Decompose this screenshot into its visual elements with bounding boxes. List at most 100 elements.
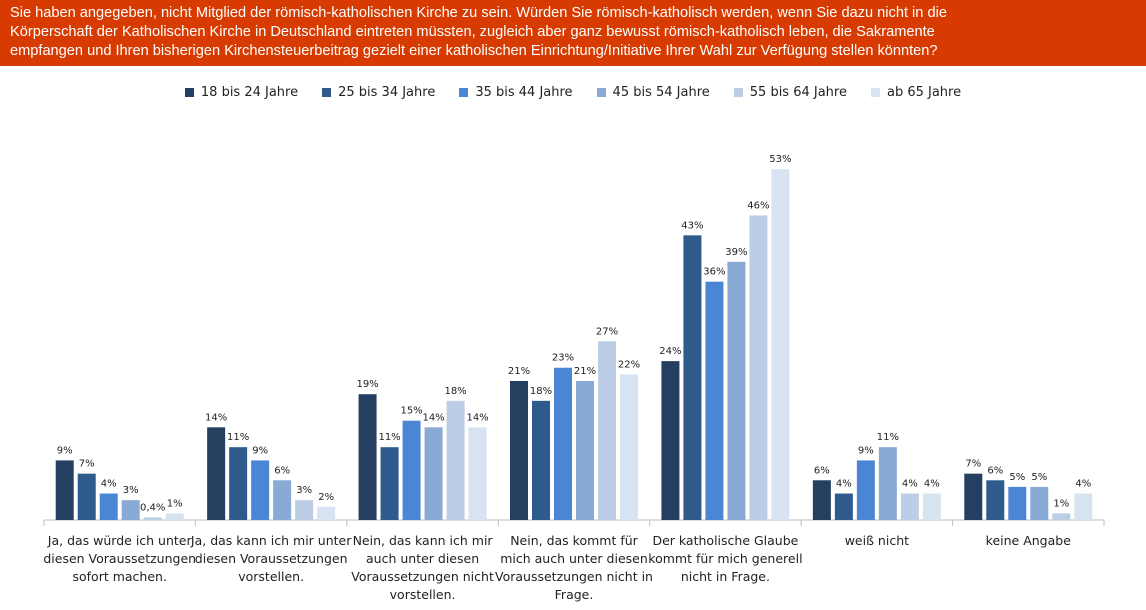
data-label: 4% (1075, 479, 1091, 490)
bar (554, 367, 572, 520)
data-label: 21% (574, 366, 596, 377)
bar (229, 447, 248, 520)
bar (771, 169, 790, 520)
title-line-1: Sie haben angegeben, nicht Mitglied der … (10, 5, 947, 21)
category-label: weiß nicht (845, 533, 909, 548)
data-label: 6% (987, 465, 1003, 476)
data-label: 14% (466, 412, 488, 423)
data-label: 3% (123, 485, 139, 496)
data-label: 5% (1031, 472, 1047, 483)
bar (402, 420, 421, 520)
legend-item-65-plus: ab 65 Jahre (870, 83, 962, 101)
legend-item-35-44: 35 bis 44 Jahre (459, 83, 573, 101)
bar (55, 460, 74, 520)
data-label: 15% (400, 406, 422, 417)
data-label: 22% (618, 359, 640, 370)
bar (727, 261, 746, 520)
bar (358, 394, 377, 520)
data-label: 7% (965, 459, 981, 470)
data-label: 4% (101, 479, 117, 490)
category-label: vorstellen. (238, 569, 304, 584)
data-label: 18% (530, 386, 552, 397)
category-label: sofort machen. (72, 569, 166, 584)
bar (424, 427, 443, 520)
data-label: 4% (924, 479, 940, 490)
data-label: 2% (318, 492, 334, 503)
bar (77, 473, 96, 520)
legend-swatch (322, 87, 332, 97)
bar (1008, 486, 1027, 520)
data-label: 27% (596, 326, 618, 337)
bar (273, 480, 292, 520)
bar (856, 460, 875, 520)
data-label: 3% (296, 485, 312, 496)
category-label: Ja, das kann ich mir unter (190, 533, 352, 548)
category-label: Ja, das würde ich unter (47, 533, 193, 548)
data-label: 5% (1009, 472, 1025, 483)
legend-label: 55 bis 64 Jahre (749, 84, 847, 100)
chart-legend: 18 bis 24 Jahre 25 bis 34 Jahre 35 bis 4… (0, 83, 1146, 101)
bar (964, 473, 983, 520)
data-label: 6% (814, 465, 830, 476)
legend-label: 25 bis 34 Jahre (338, 84, 436, 100)
bar (812, 480, 831, 520)
category-label: nicht in Frage. (681, 569, 770, 584)
legend-swatch (733, 87, 743, 97)
bar (207, 427, 226, 520)
bar (620, 374, 638, 520)
bar (468, 427, 487, 520)
legend-swatch (870, 87, 880, 97)
bar (598, 341, 616, 520)
data-label: 19% (356, 379, 378, 390)
bar (705, 281, 724, 520)
bar (749, 215, 768, 521)
bar (661, 361, 680, 520)
bar (1074, 493, 1093, 520)
data-label: 11% (877, 432, 899, 443)
bar (986, 480, 1005, 520)
category-label: keine Angabe (986, 533, 1072, 548)
legend-label: ab 65 Jahre (886, 84, 962, 100)
data-label: 11% (227, 432, 249, 443)
legend-label: 45 bis 54 Jahre (612, 84, 710, 100)
data-label: 14% (422, 412, 444, 423)
data-label: 39% (725, 247, 747, 258)
data-label: 11% (378, 432, 400, 443)
bar (576, 380, 594, 520)
data-label: 0,4% (140, 502, 165, 513)
category-label: Voraussetzungen nicht in (495, 569, 653, 584)
bar (143, 517, 162, 520)
bar (251, 460, 270, 520)
legend-label: 18 bis 24 Jahre (200, 84, 299, 100)
legend-item-55-64: 55 bis 64 Jahre (733, 83, 847, 101)
data-label: 23% (552, 353, 574, 364)
bar (295, 500, 314, 520)
data-label: 36% (703, 267, 725, 278)
legend-item-45-54: 45 bis 54 Jahre (596, 83, 710, 101)
category-label: diesen Voraussetzungen (43, 551, 196, 566)
data-label: 18% (444, 386, 466, 397)
category-label: diesen Voraussetzungen (195, 551, 348, 566)
data-label: 9% (252, 445, 268, 456)
category-label: kommt für mich generell (648, 551, 802, 566)
category-label: Frage. (555, 587, 594, 602)
bar (380, 447, 399, 520)
category-label: Voraussetzungen nicht (351, 569, 494, 584)
data-label: 7% (79, 459, 95, 470)
data-label: 9% (57, 445, 73, 456)
data-label: 14% (205, 412, 227, 423)
bar (922, 493, 941, 520)
data-label: 1% (167, 498, 183, 509)
bar (1030, 486, 1049, 520)
bar (900, 493, 919, 520)
title-line-3: empfangen und Ihren bisherigen Kirchenst… (10, 43, 938, 59)
bar (446, 400, 465, 520)
bar (317, 506, 336, 520)
legend-swatch (459, 87, 469, 97)
legend-item-18-24: 18 bis 24 Jahre (184, 83, 299, 101)
category-label: Nein, das kann ich mir (353, 533, 494, 548)
bar (510, 380, 528, 520)
bar (99, 493, 118, 520)
category-label: auch unter diesen (366, 551, 479, 566)
legend-swatch (596, 87, 606, 97)
